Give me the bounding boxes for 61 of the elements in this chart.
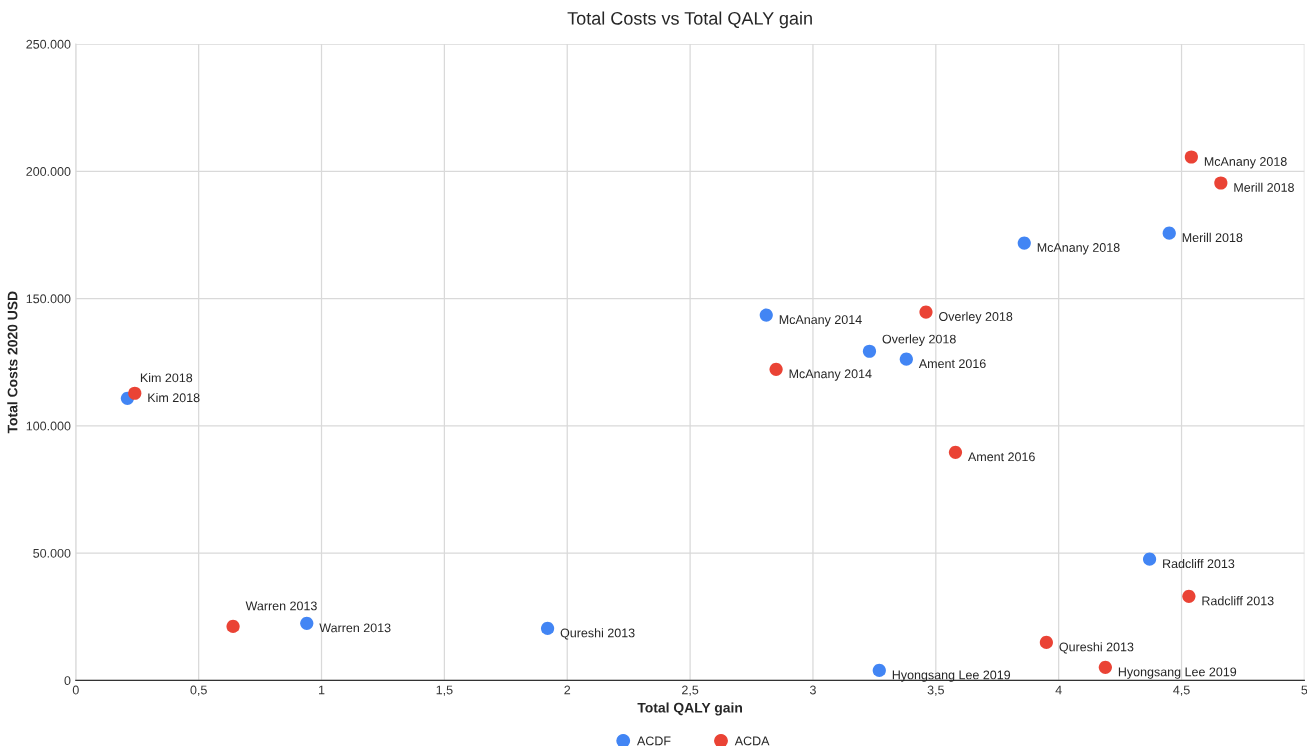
annotation: Radcliff 2013 [1202,596,1274,606]
x-tick-label: 2,5 [682,685,699,696]
annotation: McAnany 2014 [779,315,862,327]
x-tick-label: 0 [72,685,79,695]
annotation: Merill 2018 [1234,182,1294,192]
point [128,386,142,400]
x-tick-label: 5 [1301,685,1307,695]
point [300,616,314,630]
annotation: Qureshi 2013 [560,628,635,640]
annotation: Overley 2018 [939,311,1013,324]
point [769,362,783,376]
x-axis-title: Total QALY gain [637,702,742,716]
point [872,663,886,678]
annotation: Merill 2018 [1182,232,1243,243]
x-tick-label: 3 [809,685,816,695]
annotation: Ament 2016 [918,359,986,369]
point [540,621,555,636]
y-tick-label: 0 [64,676,71,685]
annotation: Overley 2018 [882,334,956,346]
x-tick-label: 2 [564,685,571,695]
y-tick-label: 100.000 [26,421,71,431]
y-tick-label: 250.000 [26,39,71,49]
point [1182,589,1196,603]
point [1039,635,1053,650]
x-tick-label: 1,5 [436,685,453,696]
point [919,305,933,319]
x-tick-label: 3,5 [927,685,944,696]
annotation: McAnany 2018 [1204,157,1287,169]
x-tick-label: 0,5 [190,685,207,696]
point [226,619,240,633]
y-axis-title: Total Costs 2020 USD [7,291,18,434]
y-tick-label: 200.000 [26,167,71,176]
annotation: Ament 2016 [967,452,1035,462]
point [1162,226,1176,240]
legend-label: ACDA [734,736,770,746]
point [899,352,913,366]
legend-label: ACDF [636,736,671,746]
x-tick-label: 4 [1055,685,1062,695]
annotation: McAnany 2014 [789,369,872,381]
annotation: Radcliff 2013 [1163,558,1235,569]
point [1143,552,1157,566]
chart-title: Total Costs vs Total QALY gain [567,11,812,29]
point [1017,236,1031,250]
annotation: Hyongsang Lee 2019 [892,670,1011,682]
annotation: Qureshi 2013 [1059,642,1134,654]
annotation: McAnany 2018 [1037,243,1120,255]
y-tick-label: 150.000 [26,294,71,304]
x-tick-label: 4,5 [1173,685,1190,696]
annotation: Warren 2013 [245,601,317,611]
y-tick-label: 50.000 [33,548,71,558]
point [1098,660,1112,674]
point [948,445,963,459]
annotation: Kim 2018 [140,373,193,383]
annotation: Kim 2018 [148,392,200,403]
point [759,308,773,322]
x-tick-label: 1 [319,685,325,695]
point [1184,150,1198,164]
annotation: Hyongsang Lee 2019 [1118,667,1237,679]
point [862,344,877,358]
annotation: Warren 2013 [319,623,391,633]
point [1214,176,1228,190]
